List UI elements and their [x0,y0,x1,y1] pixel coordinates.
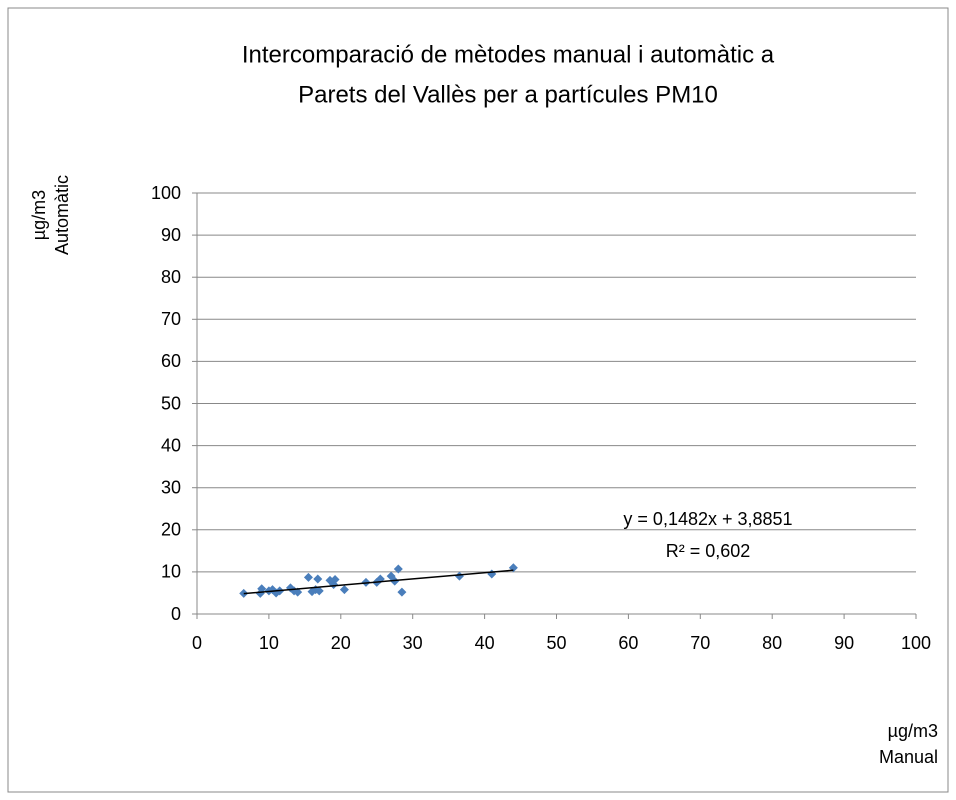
chart-title: Parets del Vallès per a partícules PM10 [298,81,718,108]
point [397,587,407,597]
point [303,572,313,582]
point [257,584,267,594]
x-tick-label: 60 [618,633,638,653]
y-tick-label: 40 [161,435,181,455]
point [454,571,464,581]
y-tick-label: 70 [161,309,181,329]
trendline [243,569,514,595]
x-tick-label: 80 [762,633,782,653]
y-tick-label: 80 [161,267,181,287]
y-tick-label: 10 [161,562,181,582]
x-tick-label: 30 [403,633,423,653]
point [330,574,340,584]
trendline-r2: R² = 0,602 [666,541,751,561]
y-tick-label: 0 [171,604,181,624]
y-tick-label: 90 [161,225,181,245]
x-tick-label: 90 [834,633,854,653]
y-tick-label: 50 [161,393,181,413]
point [314,586,324,596]
x-axis-label: µg/m3 [888,721,938,741]
y-tick-label: 20 [161,520,181,540]
x-tick-label: 100 [901,633,931,653]
y-axis-label: µg/m3 [29,190,49,240]
point [393,564,403,574]
x-tick-label: 20 [331,633,351,653]
x-tick-label: 70 [690,633,710,653]
point [313,574,323,584]
y-tick-label: 60 [161,351,181,371]
x-axis-label: Manual [879,747,938,767]
x-tick-label: 50 [546,633,566,653]
y-axis-label: Automàtic [52,175,72,255]
chart-border [7,7,949,793]
point [339,585,349,595]
x-tick-label: 40 [475,633,495,653]
chart-title: Intercomparació de mètodes manual i auto… [242,41,775,68]
x-tick-label: 10 [259,633,279,653]
point [293,587,303,597]
x-tick-label: 0 [192,633,202,653]
trendline-equation: y = 0,1482x + 3,8851 [623,509,792,529]
y-tick-label: 100 [151,183,181,203]
y-tick-label: 30 [161,477,181,497]
